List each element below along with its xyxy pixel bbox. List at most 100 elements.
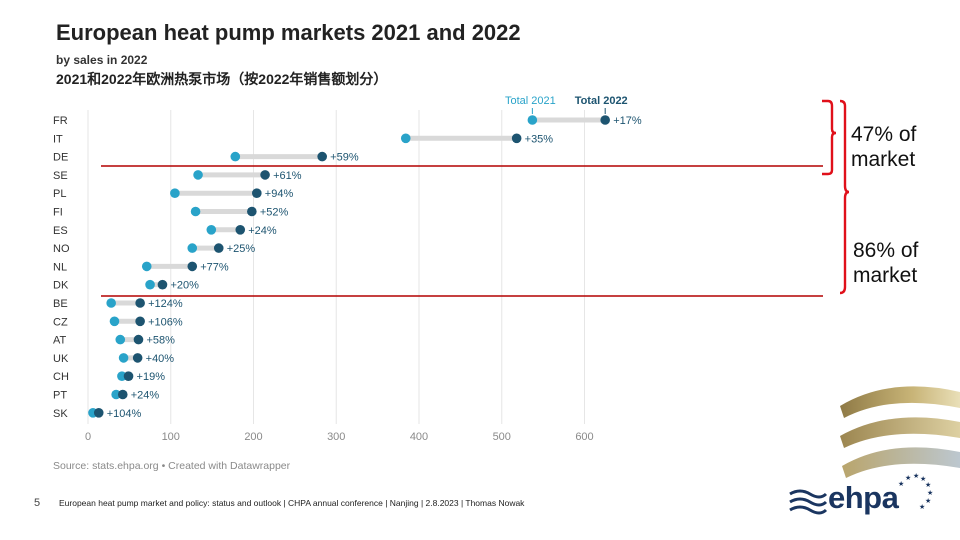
dot-2021 [190,206,201,217]
dot-2022 [93,408,104,418]
category-label: IT [53,133,63,145]
grid-layer: 0 100 200 300 400 500 600 [85,110,594,443]
dot-2021 [118,353,129,363]
x-tick-label: 300 [327,431,345,443]
percent-change-label: +106% [148,316,183,328]
dot-2022 [123,371,134,382]
dot-2021 [117,371,127,382]
x-tick-label: 600 [575,431,593,443]
category-label: FR [53,115,68,127]
dot-2021 [106,298,116,308]
overlay-layer [101,99,850,297]
dot-2021 [170,188,180,198]
percent-change-label: +61% [273,170,302,182]
percent-change-label: +58% [146,335,175,347]
wave-band-3 [842,447,960,478]
wave-band-2 [840,417,960,448]
category-label: CZ [53,316,68,328]
category-label: ES [53,225,68,237]
percent-change-label: +20% [170,280,199,292]
legend-total-2021: Total 2021 [505,95,556,107]
svg-text:★: ★ [913,472,919,480]
percent-change-label: +35% [525,133,554,145]
annotation-47-percent: 47% of market [851,122,916,172]
category-label: CH [53,371,69,383]
dot-2022 [317,151,327,162]
annotation-47-line1: 47% of [851,123,917,146]
svg-text:★: ★ [898,480,904,488]
percent-change-label: +104% [107,408,142,420]
x-tick-label: 400 [410,431,428,443]
dot-2022 [247,206,257,217]
percent-change-label: +25% [227,243,256,255]
dot-2022 [213,243,224,253]
dot-2022 [132,353,143,363]
category-label: SK [53,408,68,420]
category-label: NL [53,261,67,273]
logo-stars-icon: ★★ ★ ★★★ ★★ [898,472,933,511]
annotation-86-percent: 86% of market [853,238,918,288]
x-tick-label: 200 [244,431,262,443]
ehpa-logo: ehpa ★ ★ ★ ★ ★ ★ ★ ★ [788,472,938,528]
percent-change-label: +40% [146,353,175,365]
dot-2021 [230,151,241,162]
dot-2022 [600,115,610,125]
dot-2022 [135,316,145,327]
dot-2022 [252,188,262,198]
annotation-86-line2: market [853,264,918,288]
percent-change-label: +52% [260,207,289,219]
dot-2022 [511,133,522,144]
dot-2022 [235,225,246,235]
svg-text:★: ★ [920,475,926,483]
x-tick-label: 500 [493,431,511,443]
logo-wave-icon [789,489,828,515]
x-tick-label: 100 [162,431,180,443]
dot-2021 [527,115,538,125]
percent-change-label: +94% [265,188,294,200]
dot-2021 [111,389,121,400]
percent-change-label: +124% [148,298,183,310]
svg-text:★: ★ [925,497,931,505]
annotation-47-line2: market [851,148,916,172]
page-number: 5 [34,497,41,509]
category-label: SE [53,170,68,182]
wave-band-1 [840,386,960,418]
annotation-86-line1: 86% of [853,239,919,262]
footer-text: European heat pump market and policy: st… [59,498,525,508]
category-label: DE [53,152,68,164]
percent-change-label: +19% [137,371,166,383]
dot-2021 [115,334,126,345]
dot-2021 [400,133,411,144]
svg-text:★: ★ [919,503,925,511]
dot-2022 [157,279,168,290]
category-label: UK [53,353,69,365]
dot-2022 [187,261,198,272]
category-label: BE [53,298,68,310]
dot-2021 [109,316,120,327]
category-label: AT [53,335,67,347]
percent-change-label: +17% [613,115,642,127]
category-label: PL [53,188,66,200]
dot-2022 [133,334,144,345]
dot-2021 [145,279,155,290]
dot-2021 [206,225,217,235]
logo-text: ehpa [828,480,899,515]
chart-subtitle: by sales in 2022 [56,53,148,67]
dot-2021 [193,170,203,180]
chart-title: European heat pump markets 2021 and 2022 [56,20,521,45]
percent-change-label: +59% [330,152,359,164]
brace-86 [839,99,850,295]
svg-text:★: ★ [925,481,931,489]
row-layer: FR +17% IT +35% DE +59% SE +61% PL +94% FI +52% ES +2… [53,95,642,420]
x-tick-label: 0 [85,431,91,443]
category-label: PT [53,390,67,402]
decorative-waves-graphic [840,386,960,478]
svg-text:★: ★ [905,474,911,482]
svg-text:★: ★ [927,489,933,497]
chart-subtitle-chinese: 2021和2022年欧洲热泵市场（按2022年销售额划分） [56,71,388,87]
legend-total-2022: Total 2022 [575,95,628,107]
percent-change-label: +77% [200,261,229,273]
dot-2021 [141,261,152,272]
percent-change-label: +24% [131,390,160,402]
